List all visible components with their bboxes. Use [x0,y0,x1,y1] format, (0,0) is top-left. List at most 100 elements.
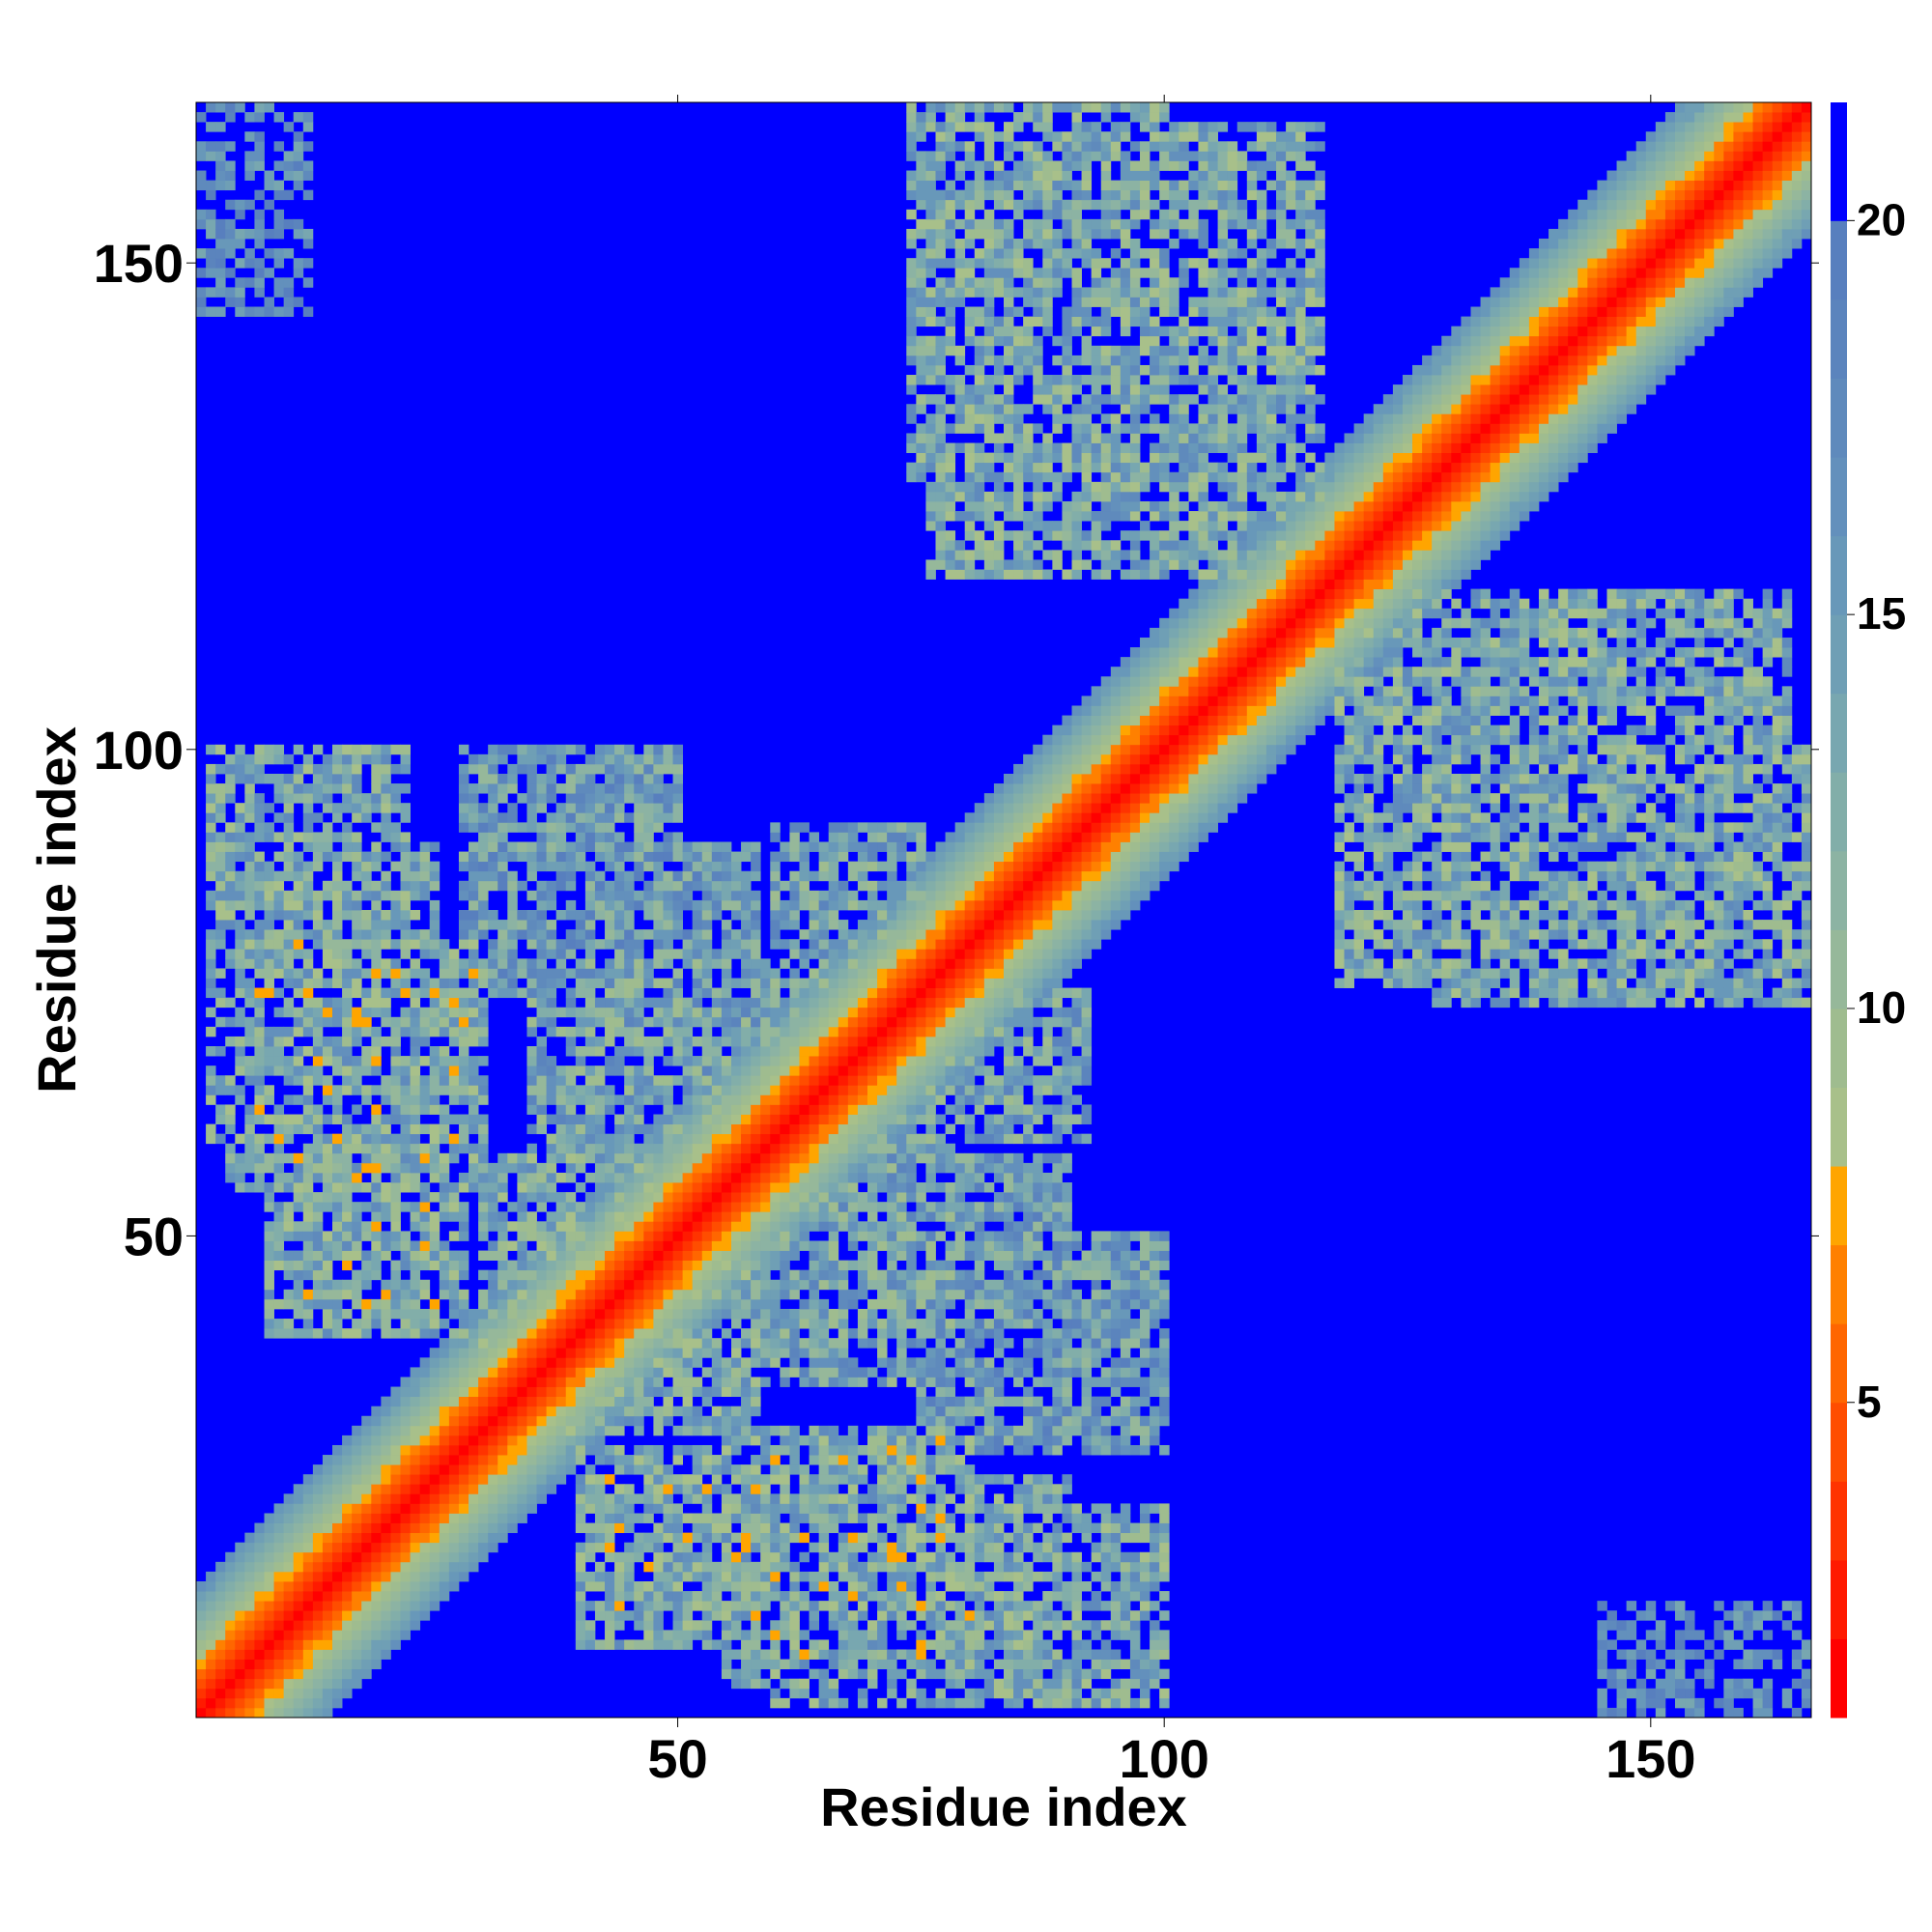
heatmap-cell [469,929,479,940]
heatmap-cell [361,1551,372,1563]
heatmap-cell [439,1172,450,1183]
heatmap-cell [701,920,713,930]
heatmap-cell [429,1435,440,1446]
heatmap-cell [206,1046,216,1057]
heatmap-cell [818,1561,830,1573]
heatmap-cell [439,1123,450,1135]
heatmap-cell [497,958,508,969]
heatmap-cell [390,1152,401,1164]
heatmap-cell [614,1571,625,1582]
heatmap-cell [429,910,440,921]
heatmap-cell [555,783,567,794]
heatmap-cell [400,1425,411,1436]
heatmap-cell [614,793,625,804]
heatmap-cell [419,1202,431,1212]
heatmap-cell [838,1104,849,1115]
heatmap-cell [302,841,314,852]
heatmap-cell [730,1152,742,1164]
heatmap-cell [751,1561,761,1573]
heatmap-cell [283,1328,295,1339]
heatmap-cell [381,1444,391,1456]
heatmap-cell [634,1493,644,1504]
heatmap-cell [634,1610,644,1621]
heatmap-cell [614,1211,625,1222]
heatmap-cell [605,939,615,950]
heatmap-cell [273,1630,285,1640]
heatmap-cell [361,1474,372,1485]
heatmap-cell [302,1211,314,1222]
heatmap-cell [701,1551,713,1563]
heatmap-cell [575,1601,586,1611]
heatmap-cell [497,1221,508,1232]
heatmap-cell [818,1085,830,1095]
heatmap-cell [536,744,547,755]
heatmap-cell [478,920,489,930]
heatmap-cell [643,1231,654,1241]
heatmap-cell [682,949,694,959]
heatmap-cell [536,880,547,892]
heatmap-cell [653,1289,664,1300]
heatmap-cell [469,870,479,882]
heatmap-cell [410,1202,421,1212]
heatmap-cell [361,1610,372,1621]
heatmap-cell [390,1532,401,1544]
heatmap-cell [838,1444,849,1456]
heatmap-cell [751,1007,761,1018]
heatmap-cell [361,1046,372,1057]
heatmap-cell [497,880,508,892]
heatmap-cell [371,1542,382,1553]
heatmap-cell [663,1016,673,1028]
heatmap-cell [526,1269,537,1281]
heatmap-cell [575,1639,586,1650]
heatmap-cell [507,812,518,823]
heatmap-cell [730,1026,742,1037]
heatmap-cell [594,939,606,950]
heatmap-cell [594,1493,606,1504]
heatmap-cell [741,1649,752,1660]
heatmap-cell [469,1561,479,1573]
heatmap-cell [555,1348,567,1358]
heatmap-cell [526,1406,537,1417]
heatmap-cell [264,1240,274,1251]
heatmap-cell [653,753,664,765]
heatmap-cell [575,968,586,979]
heatmap-cell [653,1250,664,1261]
heatmap-cell [770,1192,781,1203]
heatmap-cell [429,1455,440,1465]
heatmap-cell [419,987,431,999]
heatmap-cell [293,880,304,892]
heatmap-cell [302,1639,314,1650]
heatmap-cell [789,1688,800,1699]
heatmap-cell [517,929,527,940]
heatmap-cell [273,1688,285,1699]
heatmap-cell [663,1133,673,1145]
heatmap-cell [760,958,771,969]
heatmap-cell [818,1522,830,1534]
heatmap-cell [546,1406,557,1417]
heatmap-cell [536,987,547,999]
heatmap-cell [410,1152,421,1164]
heatmap-cell [352,773,362,784]
heatmap-cell [312,1133,324,1145]
heatmap-cell [526,1094,537,1105]
heatmap-cell [692,1532,703,1544]
heatmap-cell [488,1211,498,1222]
heatmap-cell [672,880,684,892]
heatmap-cell [429,1444,440,1456]
heatmap-cell [225,1678,236,1690]
heatmap-cell [517,1231,527,1241]
heatmap-cell [555,861,567,872]
heatmap-cell [283,773,295,784]
heatmap-cell [653,1571,664,1582]
heatmap-cell [352,832,362,842]
heatmap-cell [692,1338,703,1349]
heatmap-cell [507,1455,518,1465]
heatmap-cell [584,1503,596,1514]
heatmap-cell [235,1551,245,1563]
heatmap-cell [555,1250,567,1261]
heatmap-cell [711,1639,723,1650]
heatmap-cell [770,1591,781,1602]
heatmap-cell [225,1152,236,1164]
heatmap-cell [439,1007,450,1018]
heatmap-cell [302,1016,314,1028]
